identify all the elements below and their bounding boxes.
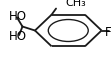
Text: HO: HO (9, 10, 27, 23)
Text: CH₃: CH₃ (65, 0, 86, 8)
Text: HO: HO (9, 30, 27, 43)
Text: F: F (105, 25, 111, 39)
